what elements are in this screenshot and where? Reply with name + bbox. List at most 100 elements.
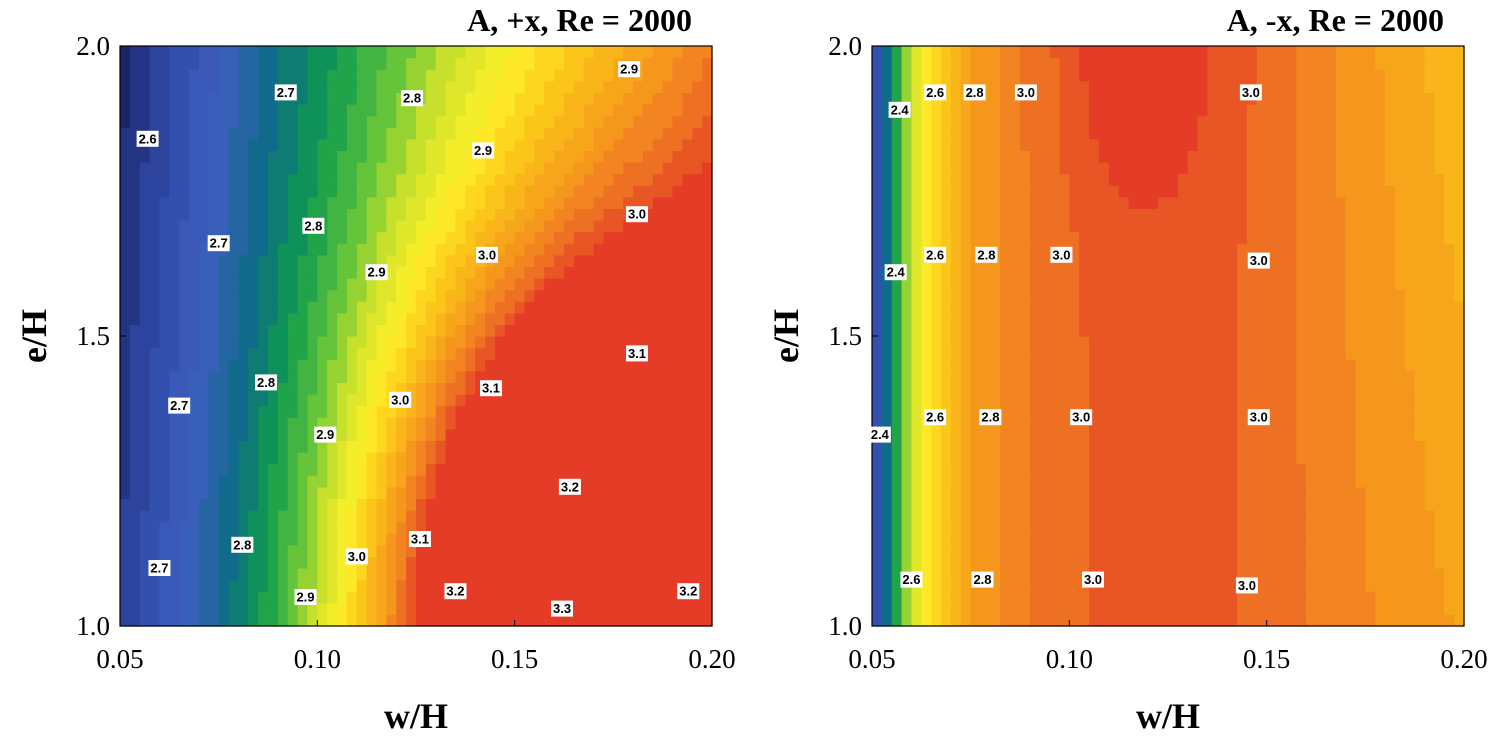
left-contour-cell xyxy=(317,602,328,615)
right-contour-cell xyxy=(911,521,922,534)
right-contour-cell xyxy=(1197,289,1209,302)
left-contour-cell xyxy=(169,57,180,70)
right-contour-cell xyxy=(1197,463,1209,476)
left-contour-cell xyxy=(455,510,466,523)
right-contour-cell xyxy=(1148,440,1159,453)
left-contour-cell xyxy=(218,568,230,581)
right-contour-cell xyxy=(1118,521,1130,534)
left-contour-cell xyxy=(406,544,417,557)
left-contour-cell xyxy=(623,568,634,581)
left-contour-cell xyxy=(258,417,269,430)
right-contour-cell xyxy=(960,591,972,604)
left-contour-cell xyxy=(544,359,555,372)
left-contour-cell xyxy=(554,220,565,233)
left-contour-cell xyxy=(416,138,427,151)
left-contour-cell xyxy=(198,370,210,383)
left-contour-cell xyxy=(129,220,141,233)
right-contour-cell xyxy=(1039,220,1051,233)
left-contour-cell xyxy=(475,127,486,140)
left-contour-cell xyxy=(189,359,200,372)
left-contour-cell xyxy=(494,568,506,581)
left-contour-cell xyxy=(564,127,575,140)
right-contour-cell xyxy=(1177,544,1189,557)
left-contour-cell xyxy=(465,185,476,198)
left-contour-cell xyxy=(682,602,693,615)
left-contour-cell xyxy=(524,475,535,488)
left-contour-cell xyxy=(386,568,397,581)
left-contour-cell xyxy=(129,336,141,349)
right-contour-cell xyxy=(941,80,952,93)
left-contour-cell xyxy=(642,196,654,209)
right-contour-cell xyxy=(1168,150,1179,163)
left-contour-cell xyxy=(583,312,595,325)
left-contour-cell xyxy=(603,150,614,163)
right-contour-cell xyxy=(1197,162,1209,175)
left-contour-cell xyxy=(268,510,279,523)
left-contour-cell xyxy=(149,591,161,604)
left-contour-cell xyxy=(702,394,713,407)
right-contour-cell xyxy=(1237,370,1248,383)
right-contour-cell xyxy=(1108,243,1120,256)
right-contour-cell xyxy=(1118,92,1130,105)
left-contour-cell xyxy=(208,266,220,279)
left-contour-cell xyxy=(337,579,348,592)
right-contour-cell xyxy=(1207,440,1218,453)
left-contour-cell xyxy=(406,486,417,499)
left-contour-cell xyxy=(179,370,190,383)
left-contour-cell xyxy=(524,254,535,267)
right-contour-cell xyxy=(1108,138,1120,151)
left-contour-label-box xyxy=(408,531,431,547)
right-contour-cell xyxy=(1207,196,1218,209)
left-contour-cell xyxy=(416,336,427,349)
right-contour-cell xyxy=(872,405,883,418)
right-contour-cell xyxy=(1118,220,1130,233)
left-contour-cell xyxy=(416,347,427,360)
left-contour-cell xyxy=(228,324,239,337)
right-contour-cell xyxy=(990,347,1001,360)
left-contour-cell xyxy=(327,115,338,128)
left-contour-cell xyxy=(396,243,407,256)
left-contour-cell xyxy=(327,254,338,267)
left-contour-cell xyxy=(218,115,230,128)
left-contour-cell xyxy=(534,289,545,302)
right-contour-cell xyxy=(960,150,972,163)
right-contour-cell xyxy=(1010,243,1021,256)
right-contour-cell xyxy=(990,301,1001,314)
left-contour-cell xyxy=(504,359,516,372)
left-contour-cell xyxy=(603,510,614,523)
left-contour-cell xyxy=(593,150,605,163)
right-contour-cell xyxy=(1237,254,1248,267)
left-contour-cell xyxy=(149,162,161,175)
left-contour-cell xyxy=(682,614,693,627)
right-contour-cell xyxy=(1138,486,1149,499)
right-contour-cell xyxy=(950,591,962,604)
right-contour-cell xyxy=(950,115,962,128)
left-contour-cell xyxy=(307,579,318,592)
right-contour-cell xyxy=(911,382,922,395)
right-contour-cell xyxy=(1010,486,1021,499)
left-contour-cell xyxy=(692,556,703,569)
left-contour-cell xyxy=(416,173,427,186)
left-contour-cell xyxy=(129,69,141,82)
left-contour-cell xyxy=(218,498,230,511)
left-contour-cell xyxy=(327,289,338,302)
left-contour-cell xyxy=(396,127,407,140)
left-contour-cell xyxy=(445,370,457,383)
right-contour-cell xyxy=(1227,440,1238,453)
right-contour-cell xyxy=(970,533,982,546)
left-contour-cell xyxy=(524,428,535,441)
right-contour-cell xyxy=(881,510,893,523)
left-contour-cell xyxy=(672,336,683,349)
right-contour-cell xyxy=(1079,544,1090,557)
right-contour-cell xyxy=(1089,138,1100,151)
right-contour-cell xyxy=(891,243,903,256)
left-contour-cell xyxy=(682,359,693,372)
right-contour-cell xyxy=(1069,278,1080,291)
left-contour-cell xyxy=(169,278,180,291)
left-contour-cell xyxy=(564,428,575,441)
right-contour-cell xyxy=(1187,440,1199,453)
right-contour-cell xyxy=(1187,162,1199,175)
left-contour-cell xyxy=(287,196,299,209)
left-contour-cell xyxy=(652,486,664,499)
left-contour-cell xyxy=(524,533,535,546)
